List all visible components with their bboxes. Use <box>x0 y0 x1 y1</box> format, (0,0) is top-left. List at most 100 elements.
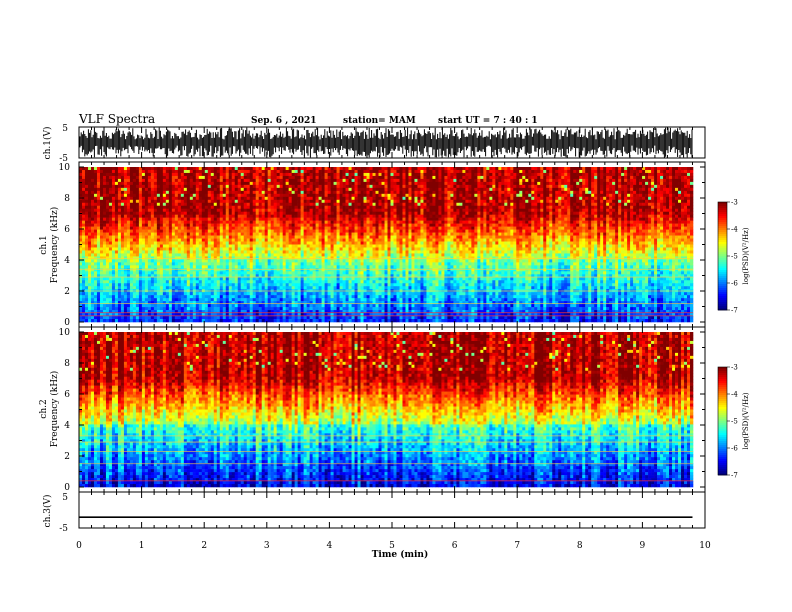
spec1-cell <box>300 202 304 207</box>
spec1-cell <box>417 187 421 192</box>
spec1-cell <box>177 229 182 233</box>
spec1-cell <box>120 172 125 177</box>
spec1-cell <box>342 193 346 198</box>
spec1-cell <box>198 169 203 174</box>
spec1-cell <box>357 208 361 213</box>
spec1-cell <box>153 175 158 180</box>
spec1-cell <box>150 202 155 207</box>
spec1-cell <box>345 190 349 195</box>
spec1-cell <box>669 205 673 210</box>
spec1-cell <box>82 169 86 174</box>
spec1-cell <box>342 211 346 215</box>
spec1-cell <box>567 172 571 177</box>
spec1-cell <box>459 169 463 174</box>
spec1-cell <box>165 226 170 230</box>
spec1-cell <box>540 217 544 221</box>
spec1-cell <box>303 184 307 189</box>
spec1-cell <box>246 229 251 233</box>
spec1-cell <box>486 187 490 192</box>
spec1-cell <box>222 169 227 174</box>
spec1-cell <box>363 172 367 177</box>
spec1-cell <box>429 199 433 204</box>
spec1-cell <box>294 205 298 210</box>
spec1-cell <box>555 190 559 195</box>
spec1-cell <box>123 202 128 207</box>
spec1-cell <box>82 220 86 224</box>
spec1-cell <box>624 232 628 236</box>
spec1-cell <box>456 214 460 218</box>
spec1-cell <box>309 205 313 210</box>
spec1-cell <box>306 190 310 195</box>
spec1-cell <box>324 211 328 215</box>
spec1-cell <box>618 196 622 201</box>
spec1-cell <box>327 202 334 207</box>
spec1-cell <box>99 238 104 242</box>
spec1-cell <box>150 193 155 198</box>
spec1-cell <box>324 169 328 174</box>
spec1-cell <box>207 172 212 177</box>
spec1-cell <box>111 223 116 227</box>
spec1-cell <box>177 235 182 239</box>
spec1-cell <box>588 214 592 218</box>
spec1-cell <box>450 235 454 239</box>
spec1-cell <box>318 172 322 177</box>
spec1-cell <box>417 181 421 186</box>
spec1-cell <box>348 178 352 183</box>
spec1-cell <box>357 241 361 245</box>
spec1-cell <box>627 167 631 171</box>
spec1-cell <box>321 172 325 177</box>
spec1-cell <box>396 181 400 186</box>
spec1-cell <box>573 232 577 236</box>
spec1-cell <box>114 214 119 218</box>
spec1-cell <box>450 199 454 204</box>
spec1-cell <box>138 196 143 201</box>
spec1-cell <box>531 181 535 186</box>
spec1-cell <box>579 229 583 233</box>
spec1-cell <box>615 229 619 233</box>
spec1-cell <box>342 238 346 242</box>
spec1-cell <box>79 193 83 198</box>
spec1-cell <box>447 223 451 227</box>
spec1-cell <box>555 202 559 207</box>
spec1-cell <box>405 187 409 192</box>
spec1-cell <box>405 217 409 221</box>
spec1-cell <box>528 238 532 242</box>
spec1-cell <box>273 214 277 218</box>
spec1-cell <box>585 205 589 210</box>
spec1-cell <box>585 235 589 239</box>
spec1-cell <box>519 202 523 207</box>
spec1-cell <box>240 175 245 180</box>
spec1-cell <box>165 229 170 233</box>
spec1-cell <box>321 232 325 236</box>
spec1-cell <box>474 208 478 213</box>
spec1-cell <box>591 172 595 177</box>
spec1-cell <box>255 241 260 245</box>
spec1-cell <box>141 187 146 192</box>
spec1-cell <box>486 232 490 236</box>
spec1-cell <box>291 169 295 174</box>
spec1-cell <box>600 235 604 239</box>
spec1-cell <box>576 190 580 195</box>
spec1-cell <box>192 181 197 186</box>
spec1-cell <box>258 229 263 233</box>
spec1-cell <box>366 169 370 174</box>
spec1-cell <box>348 241 352 245</box>
spec1-cell <box>333 241 337 245</box>
spec1-cell <box>627 208 631 213</box>
spec1-cell <box>624 235 628 239</box>
spec1-cell <box>138 187 143 192</box>
spec1-cell <box>177 184 182 189</box>
spec1-cell <box>147 211 152 215</box>
spec1-cell <box>576 226 580 230</box>
spec1-cell <box>657 202 661 207</box>
spec1-cell <box>258 178 263 183</box>
spec1-cell <box>82 226 86 230</box>
spec1-cell <box>672 208 676 213</box>
spec1-cell <box>357 229 361 233</box>
spec1-cell <box>612 226 616 230</box>
spec1-cell <box>273 229 277 233</box>
spec1-cell <box>411 205 415 210</box>
spec1-cell <box>549 178 553 183</box>
spec1-cell <box>450 205 454 210</box>
spec1-cell <box>585 169 592 174</box>
